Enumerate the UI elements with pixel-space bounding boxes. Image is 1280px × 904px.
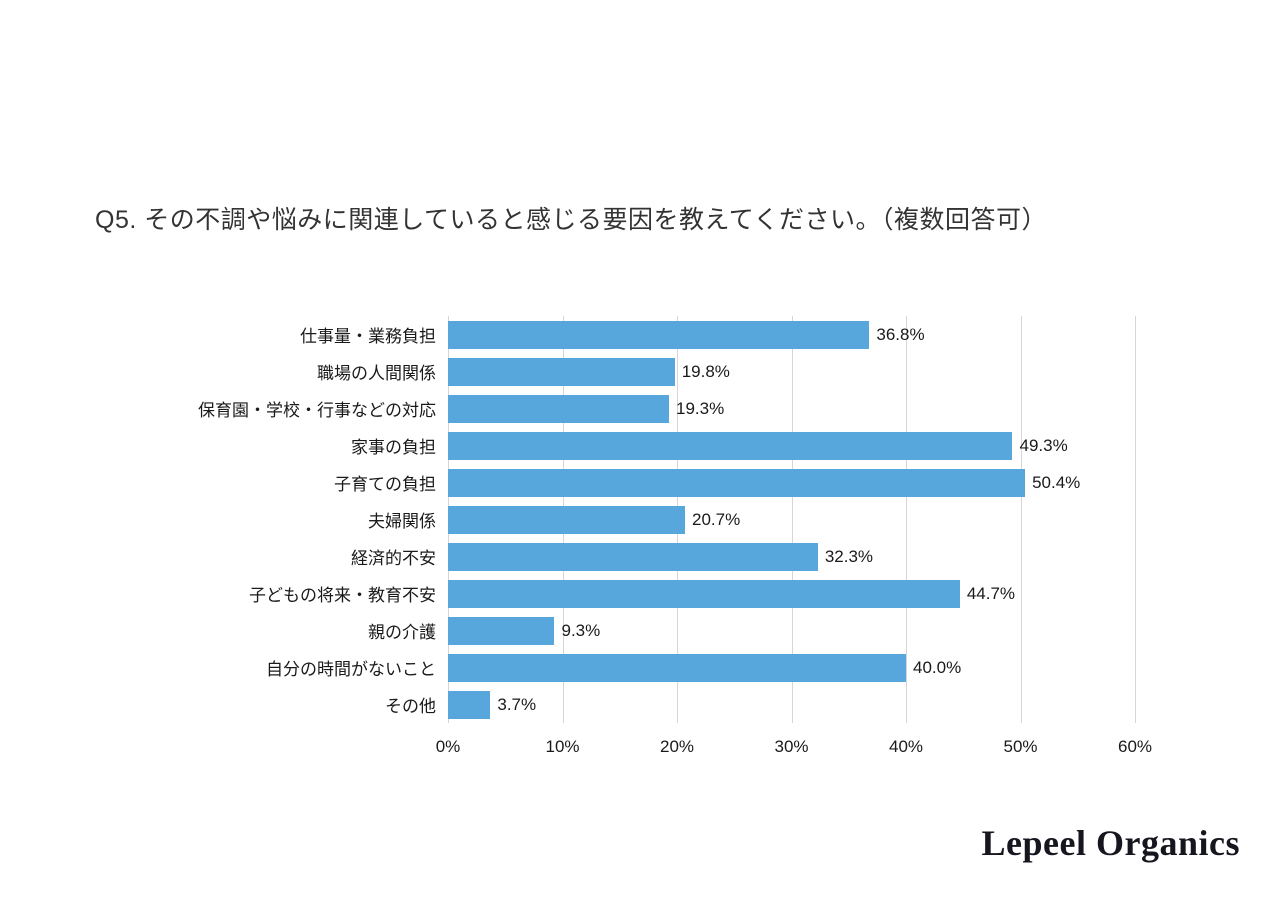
category-label: 家事の負担 [351, 438, 436, 457]
bar-row: 9.3% [448, 612, 1135, 649]
bar-value-label: 20.7% [692, 509, 741, 529]
x-tick-label: 50% [1003, 737, 1038, 756]
category-label: 子どもの将来・教育不安 [249, 586, 436, 605]
bar-value-label: 36.8% [876, 324, 925, 344]
bar-row: 20.7% [448, 501, 1135, 538]
bar-row: 19.8% [448, 353, 1135, 390]
bar [448, 653, 906, 682]
bar-row: 49.3% [448, 427, 1135, 464]
x-tick-label: 20% [659, 737, 695, 756]
bar-row: 40.0% [448, 649, 1135, 686]
bar-value-label: 44.7% [966, 583, 1016, 603]
x-axis: 0% 10% 20% 30% 40% 50% 60% [436, 729, 1152, 763]
category-label: 夫婦関係 [368, 512, 436, 531]
category-label: 自分の時間がないこと [266, 660, 436, 679]
bar-value-label: 19.3% [675, 398, 725, 418]
bar-value-label: 3.7% [497, 694, 537, 714]
category-label: 子育ての負担 [334, 475, 436, 494]
x-tick-label: 0% [435, 737, 461, 756]
chart-title: Q5. その不調や悩みに関連していると感じる要因を教えてください。（複数回答可） [95, 206, 1047, 234]
bar-value-label: 40.0% [913, 657, 962, 677]
x-tick-label: 30% [774, 737, 809, 756]
category-label: 職場の人間関係 [317, 364, 436, 383]
category-label: 親の介護 [368, 623, 436, 642]
category-label: 仕事量・業務負担 [300, 327, 436, 346]
category-label: 経済的不安 [351, 549, 436, 568]
bar [448, 579, 960, 608]
bar-value-label: 49.3% [1019, 435, 1068, 455]
bar-row: 36.8% [448, 316, 1135, 353]
bar [448, 431, 1013, 460]
bar [448, 505, 685, 534]
bar-chart: 仕事量・業務負担職場の人間関係保育園・学校・行事などの対応家事の負担子育ての負担… [198, 316, 1152, 763]
bar-row: 44.7% [448, 575, 1135, 612]
bar [448, 394, 669, 423]
x-tick-label: 60% [1117, 737, 1153, 756]
bar-row: 19.3% [448, 390, 1135, 427]
bar [448, 468, 1026, 497]
category-label: 保育園・学校・行事などの対応 [198, 401, 436, 420]
chart-rows: 36.8% 19.8% 19.3% 49.3% 50.4% 20.7% 32.3% 44.7%… [448, 316, 1135, 723]
bar-row: 32.3% [448, 538, 1135, 575]
bar [448, 542, 818, 571]
bar-value-label: 32.3% [824, 546, 874, 566]
bar-value-label: 9.3% [561, 620, 601, 640]
bar-value-label: 50.4% [1032, 472, 1081, 492]
bar [448, 616, 555, 645]
bar [448, 320, 870, 349]
x-tick-label: 10% [545, 737, 580, 756]
bar-value-label: 19.8% [681, 361, 730, 381]
plot-area: 36.8% 19.8% 19.3% 49.3% 50.4% 20.7% 32.3% 44.7%… [448, 316, 1136, 723]
bar [448, 690, 491, 719]
bar-row: 3.7% [448, 686, 1135, 723]
x-tick-label: 40% [888, 737, 924, 756]
category-labels: 仕事量・業務負担職場の人間関係保育園・学校・行事などの対応家事の負担子育ての負担… [198, 316, 436, 723]
category-label: その他 [385, 697, 436, 716]
bar [448, 357, 675, 386]
bar-row: 50.4% [448, 464, 1135, 501]
brand-logo: Lepeel Organics [981, 823, 1240, 863]
gridline [1135, 316, 1136, 723]
